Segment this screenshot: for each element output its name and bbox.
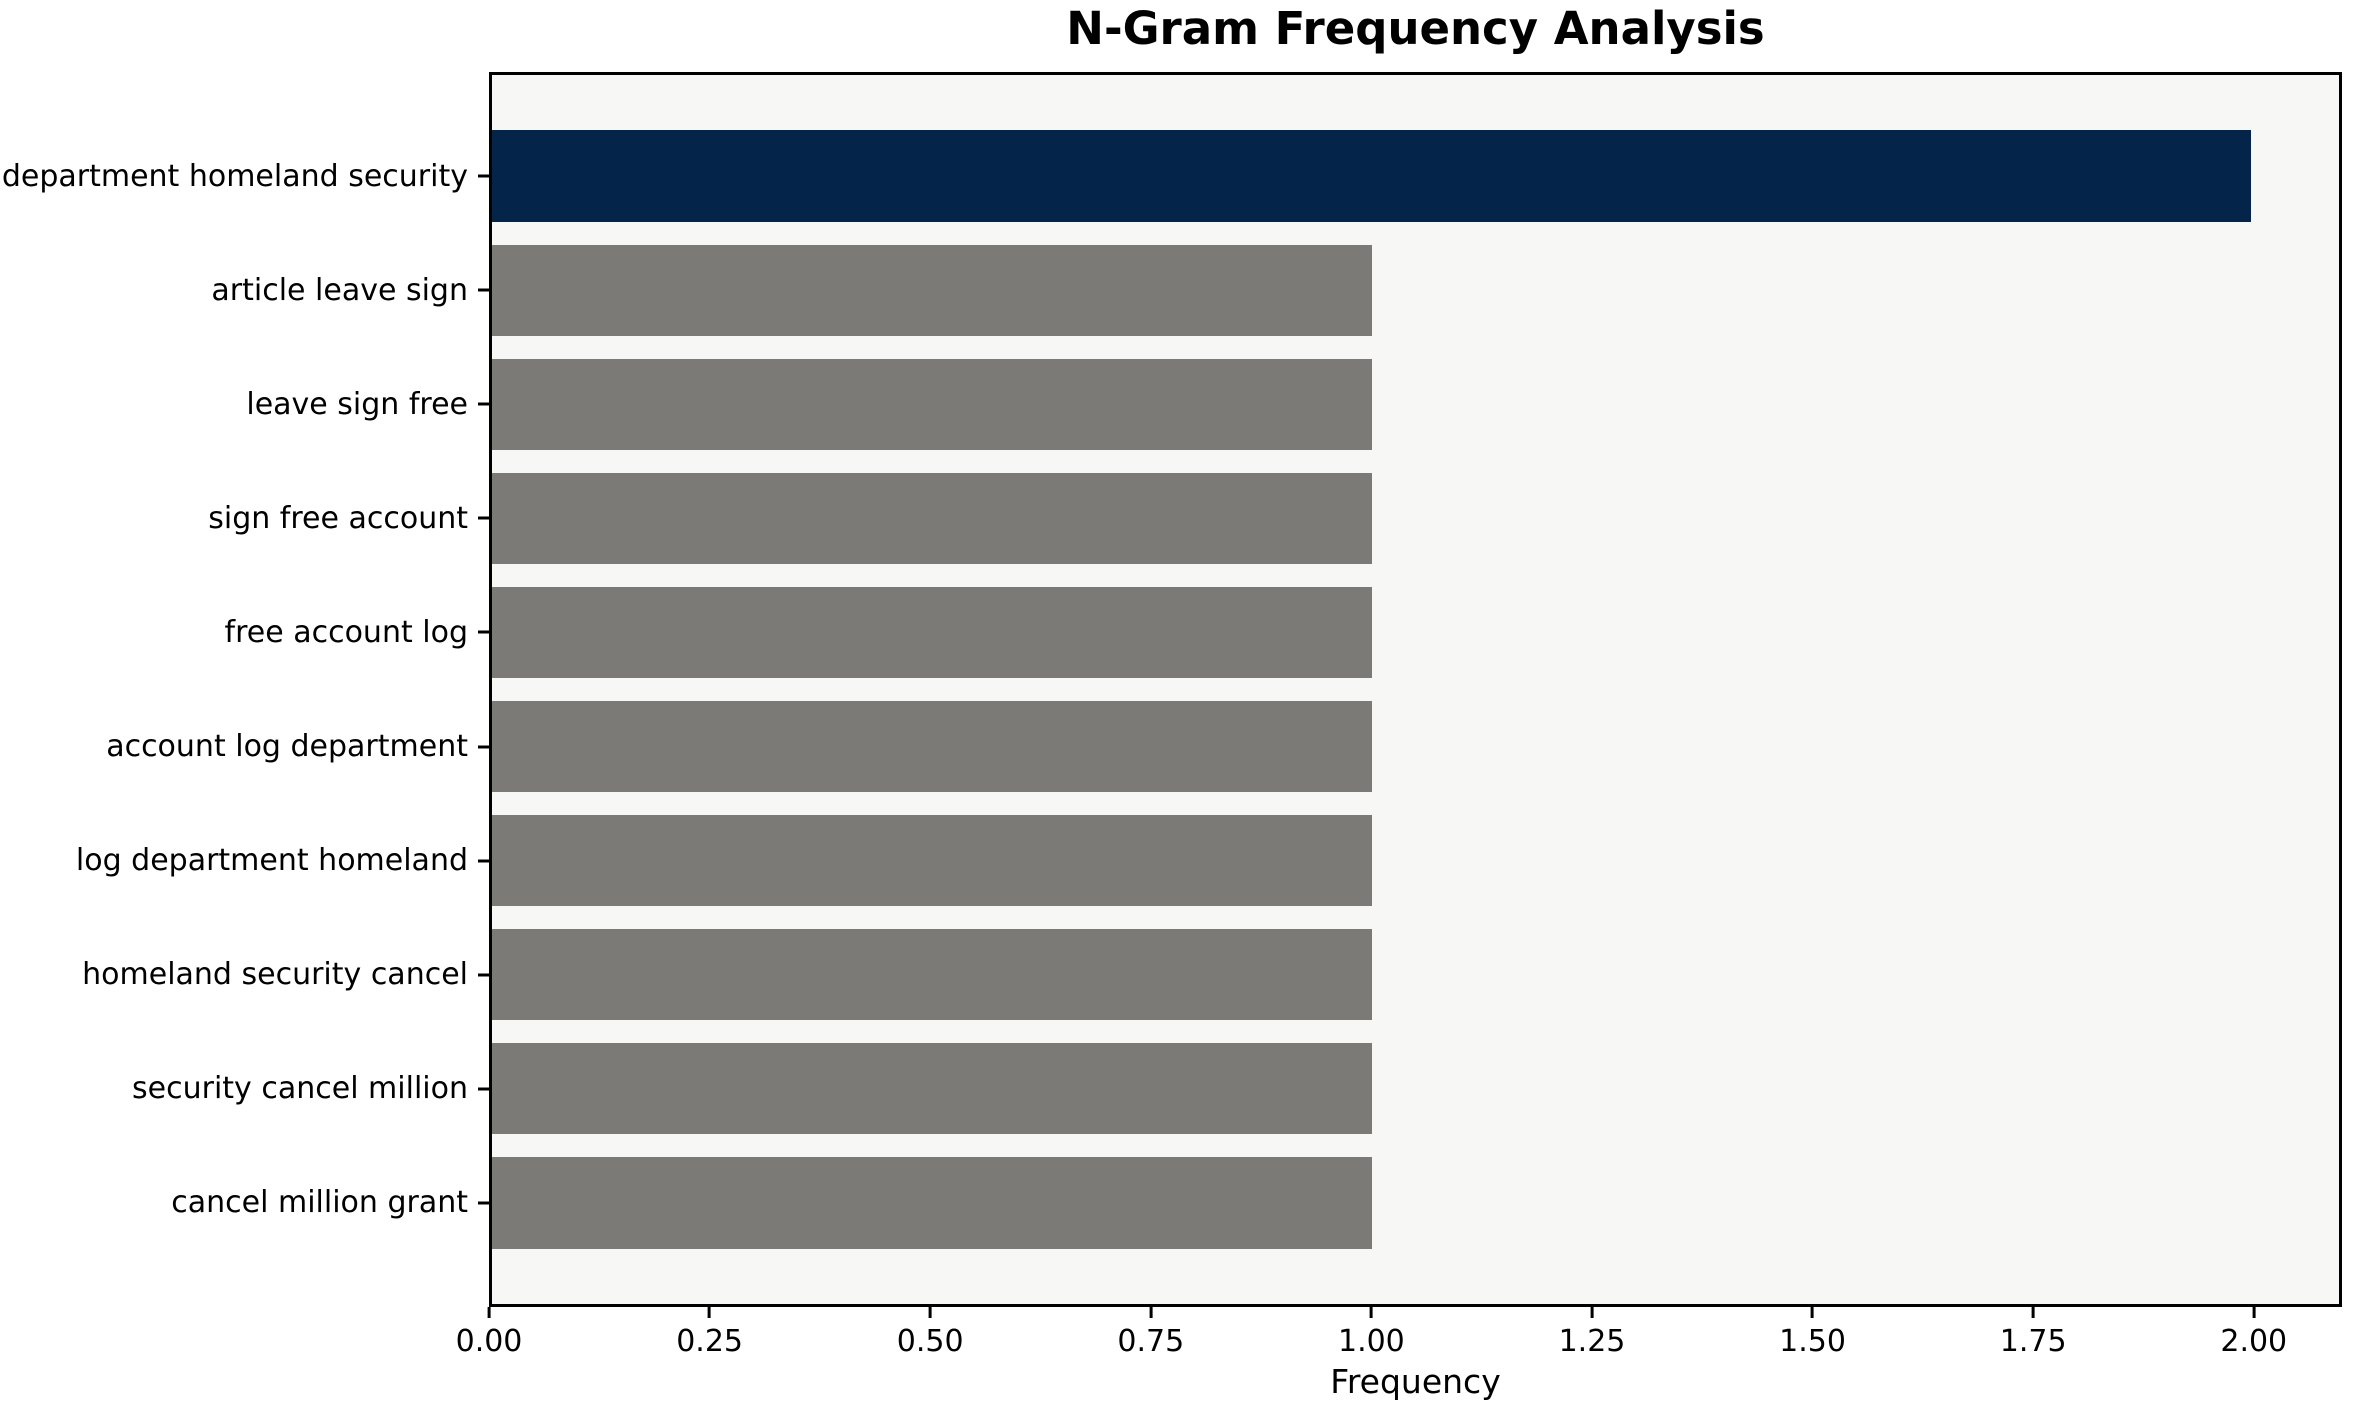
y-tick-mark [478,1201,489,1205]
bar [492,814,1372,907]
x-tick-mark [2252,1307,2256,1318]
y-tick-mark [478,630,489,634]
x-tick: 1.25 [1558,1307,1626,1359]
y-axis: department homeland security article leav… [0,72,489,1307]
y-tick-label: log department homeland [75,843,468,879]
x-tick: 0.50 [897,1307,964,1359]
x-tick-mark [1369,1307,1373,1318]
y-tick-label: homeland security cancel [82,957,468,993]
x-tick: 0.75 [1117,1307,1184,1359]
x-tick: 2.00 [2220,1307,2287,1359]
x-tick-label: 0.50 [896,1324,964,1359]
y-tick-label: cancel million grant [171,1185,468,1221]
y-tick-label: account log department [106,729,468,765]
x-tick-label: 1.50 [1779,1324,1846,1359]
y-tick-row: homeland security cancel [0,918,489,1032]
x-tick-mark [1811,1307,1815,1318]
y-tick-row: account log department [0,689,489,803]
bar-slot [492,119,2339,233]
y-tick-mark [478,174,489,178]
y-tick-label: free account log [224,614,468,650]
y-tick-mark [478,516,489,520]
bar [492,130,2252,222]
chart-title: N-Gram Frequency Analysis [1066,2,1765,55]
y-tick-mark [478,745,489,749]
bar [492,1043,1372,1135]
x-tick: 1.75 [2000,1307,2067,1359]
bar-slot [492,689,2339,803]
y-tick-label: department homeland security [1,158,468,194]
y-tick-row: free account log [0,575,489,689]
bar [492,586,1372,679]
x-tick-label: 1.75 [1999,1324,2067,1359]
y-tick-row: department homeland security [0,119,489,233]
bar-slot [492,1146,2339,1260]
bar-slot [492,461,2339,575]
x-tick-label: 0.25 [676,1324,743,1359]
x-tick-mark [1149,1307,1153,1318]
bar-slot [492,233,2339,347]
bar [492,1157,1372,1249]
x-tick-mark [928,1307,932,1318]
bar-slot [492,918,2339,1032]
y-tick-mark [478,402,489,406]
x-tick: 0.00 [455,1307,523,1359]
bar-slot [492,575,2339,689]
y-tick-row: security cancel million [0,1032,489,1146]
x-tick-label: 2.00 [2220,1324,2288,1359]
x-tick-mark [708,1307,712,1318]
x-tick: 1.00 [1338,1307,1405,1359]
y-tick-label: leave sign free [246,386,468,422]
x-tick-mark [2031,1307,2035,1318]
y-tick-row: article leave sign [0,233,489,347]
x-tick-mark [1590,1307,1594,1318]
x-tick: 1.50 [1779,1307,1846,1359]
y-tick-row: log department homeland [0,804,489,918]
bar-slot [492,347,2339,461]
bar [492,358,1372,450]
bars-container [492,75,2339,1304]
x-axis: 0.00 0.25 0.50 0.75 1.00 1.25 1.50 1.75 2.00 [456,1307,2342,1367]
bar [492,244,1372,336]
y-tick-mark [478,859,489,863]
bar-slot [492,1032,2339,1146]
y-tick-row: leave sign free [0,347,489,461]
y-tick-label: sign free account [208,500,468,536]
bar-slot [492,804,2339,918]
x-tick-label: 1.25 [1558,1324,1626,1359]
plot-area [489,72,2342,1307]
x-tick-label: 1.00 [1337,1324,1405,1359]
x-tick-label: 0.75 [1117,1324,1185,1359]
y-tick-mark [478,288,489,292]
y-tick-row: cancel million grant [0,1146,489,1260]
x-axis-label: Frequency [1330,1362,1501,1401]
bar [492,929,1372,1021]
y-tick-mark [478,973,489,977]
x-tick: 0.25 [676,1307,743,1359]
bar [492,700,1372,793]
x-tick-label: 0.00 [455,1324,523,1359]
y-tick-mark [478,1087,489,1091]
y-tick-label: article leave sign [211,272,468,308]
y-tick-label: security cancel million [132,1071,468,1107]
bar [492,472,1372,564]
y-tick-row: sign free account [0,461,489,575]
x-tick-mark [487,1307,491,1318]
